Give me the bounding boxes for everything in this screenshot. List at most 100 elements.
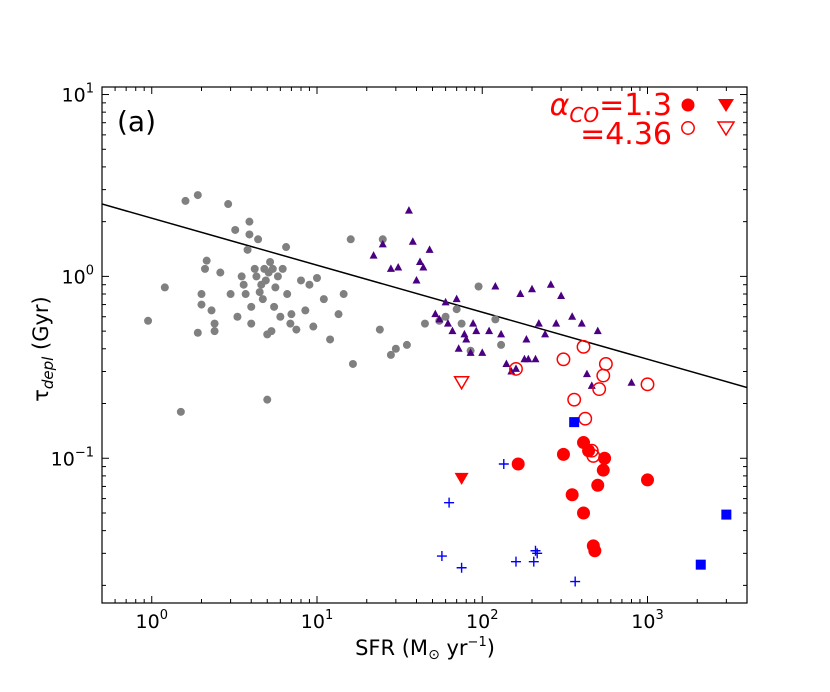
data-point: [319, 295, 328, 304]
data-point: [301, 306, 310, 315]
series-indigo-triangles: [369, 206, 636, 389]
data-point: [522, 334, 531, 343]
data-point: [348, 359, 357, 368]
data-point: [569, 417, 580, 428]
data-point: [541, 329, 550, 338]
data-point: [200, 264, 209, 273]
data-point: [404, 206, 413, 214]
data-point: [419, 262, 428, 271]
data-point: [593, 326, 602, 335]
data-point: [375, 325, 384, 334]
data-point: [452, 294, 461, 303]
data-point: [531, 354, 540, 363]
fit-line: [102, 203, 747, 389]
data-point: [378, 235, 387, 244]
data-point: [532, 548, 543, 559]
data-point: [695, 559, 706, 570]
data-point: [456, 562, 467, 573]
data-point: [498, 458, 509, 469]
data-point: [491, 281, 500, 290]
data-point: [534, 319, 543, 327]
data-point: [641, 473, 655, 487]
data-point: [528, 284, 536, 293]
data-point: [491, 315, 500, 324]
data-point: [565, 488, 579, 502]
legend-line1: αCO=1.3: [550, 88, 672, 127]
data-point: [233, 312, 242, 321]
panel-label: (a): [117, 105, 156, 138]
data-point: [578, 411, 593, 426]
data-point: [243, 245, 252, 254]
data-point: [598, 357, 613, 371]
data-point: [239, 280, 248, 289]
data-point: [577, 319, 586, 327]
x-tick-label: 102: [466, 608, 498, 633]
data-point: [586, 448, 601, 463]
legend-line2: =4.36: [580, 117, 672, 152]
data-point: [197, 290, 206, 299]
data-point: [252, 272, 261, 281]
data-point: [369, 251, 378, 259]
data-point: [415, 257, 424, 265]
data-point: [386, 350, 395, 359]
data-point: [497, 329, 506, 338]
data-point: [582, 444, 596, 458]
data-point: [266, 257, 275, 266]
data-point: [420, 319, 429, 328]
data-point: [231, 225, 240, 234]
data-point: [567, 392, 582, 407]
data-point: [386, 264, 395, 272]
data-point: [247, 302, 256, 311]
data-point: [441, 312, 450, 321]
data-point: [226, 290, 235, 299]
data-point: [261, 276, 270, 285]
data-point: [270, 302, 279, 311]
data-point: [552, 319, 561, 327]
data-point: [478, 348, 487, 356]
data-point: [278, 264, 287, 273]
data-point: [263, 395, 272, 404]
data-point: [511, 364, 520, 372]
plot-marks: [102, 191, 747, 587]
data-point: [292, 325, 301, 334]
data-point: [250, 264, 259, 273]
data-point: [507, 366, 516, 375]
data-point: [443, 319, 452, 327]
data-point: [524, 354, 533, 363]
legend-filled-circle: [681, 98, 695, 112]
data-point: [313, 273, 321, 282]
data-point: [454, 472, 469, 485]
data-point: [245, 230, 254, 239]
data-point: [568, 312, 577, 320]
x-tick-label: 100: [136, 608, 168, 633]
series-red-open-triangle-down: [453, 376, 470, 391]
data-point: [598, 451, 612, 465]
data-point: [296, 276, 305, 285]
y-tick-label: 101: [62, 82, 94, 107]
data-point: [511, 457, 525, 471]
data-point: [510, 556, 521, 567]
data-point: [378, 239, 387, 248]
data-point: [207, 306, 216, 315]
y-axis-label: τdepl (Gyr): [29, 296, 57, 402]
data-point: [441, 297, 450, 306]
data-point: [286, 319, 295, 328]
data-point: [516, 289, 525, 298]
data-point: [640, 377, 655, 392]
data-point: [462, 334, 471, 343]
data-point: [596, 368, 611, 383]
data-point: [592, 382, 607, 397]
data-point: [509, 361, 523, 376]
data-point: [457, 319, 466, 328]
legend-alpha-sub: CO: [569, 103, 599, 127]
data-point: [210, 319, 219, 328]
data-point: [431, 309, 440, 318]
legend: αCO=1.3 =4.36: [550, 88, 736, 152]
data-point: [577, 506, 591, 520]
x-axis-label: SFR (M⊙ yr−1): [355, 635, 495, 663]
data-point: [412, 275, 421, 284]
data-point: [460, 329, 469, 338]
data-point: [267, 327, 276, 336]
data-point: [305, 280, 314, 289]
